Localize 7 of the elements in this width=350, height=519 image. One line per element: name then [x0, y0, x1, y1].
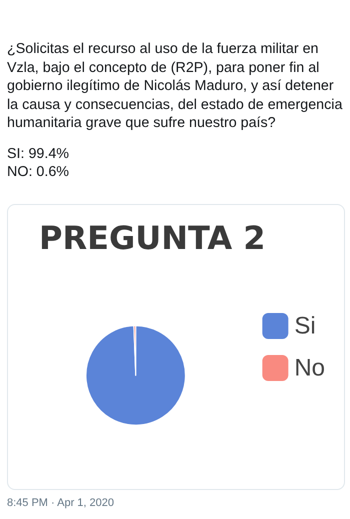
text: SI: 99.4% [7, 146, 69, 162]
text: ¿Solicitas el recurso al uso de la fuerza militar en Vzla, bajo el concepto de (R2P), para poner fin al gobierno ilegítimo de Nicolás Maduro, y así detener la causa y consecuencias, del estado de emergencia humanitaria grave que sufre nuestro país? [7, 40, 344, 132]
text: 8:45 PM · Apr 1, 2020 [7, 497, 114, 509]
text: NO: 0.6% [7, 164, 69, 180]
legend-label: No [294, 354, 326, 382]
chart-title: PREGUNTA 2 [39, 219, 266, 257]
legend-label: Si [294, 312, 316, 340]
